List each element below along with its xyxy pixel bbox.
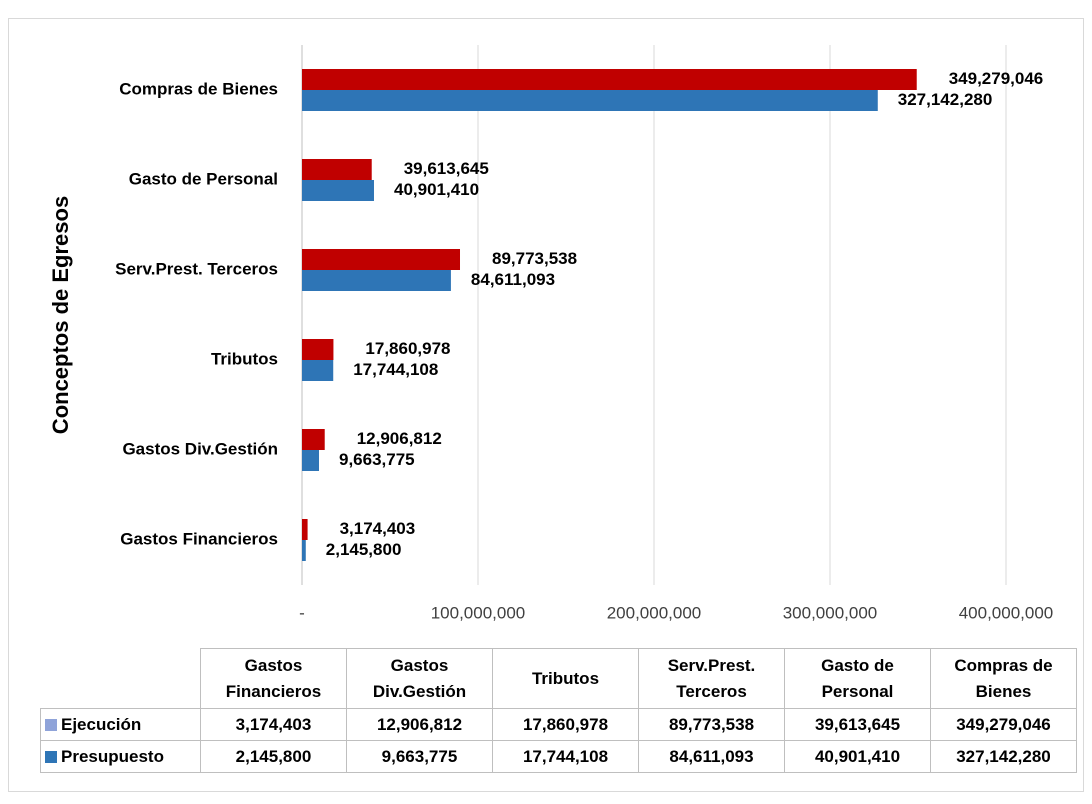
bar — [302, 270, 451, 291]
bar — [302, 339, 334, 360]
table-cell: 40,901,410 — [784, 740, 931, 773]
bar — [302, 429, 325, 450]
y-axis-label: Conceptos de Egresos — [48, 196, 73, 434]
bar — [302, 159, 372, 180]
table-cell: 2,145,800 — [200, 740, 347, 773]
table-cell: 327,142,280 — [930, 740, 1077, 773]
bar — [302, 249, 461, 270]
table-cell: 84,611,093 — [638, 740, 785, 773]
bar — [302, 360, 334, 381]
bar — [302, 519, 308, 540]
table-cell: 89,773,538 — [638, 708, 785, 741]
y-tick-label: Gasto de Personal — [129, 169, 278, 188]
table-row-head: Presupuesto — [40, 740, 201, 773]
data-label: 84,611,093 — [471, 270, 555, 289]
data-label: 349,279,046 — [949, 69, 1044, 88]
data-label: 17,860,978 — [365, 339, 450, 358]
legend-key — [45, 750, 57, 763]
data-label: 9,663,775 — [339, 450, 415, 469]
y-tick-label: Compras de Bienes — [119, 79, 278, 98]
table-cell: 9,663,775 — [346, 740, 493, 773]
table-header: Serv.Prest. Terceros — [638, 648, 785, 709]
table-cell: 349,279,046 — [930, 708, 1077, 741]
table-header: Tributos — [492, 648, 639, 709]
table-cell: 17,860,978 — [492, 708, 639, 741]
data-label: 12,906,812 — [357, 429, 442, 448]
bar — [302, 540, 306, 561]
y-tick-label: Tributos — [211, 349, 278, 368]
bar — [302, 450, 320, 471]
bar — [302, 180, 374, 201]
data-label: 327,142,280 — [898, 90, 993, 109]
x-tick-label: - — [299, 603, 305, 622]
table-cell: 39,613,645 — [784, 708, 931, 741]
table-cell: 17,744,108 — [492, 740, 639, 773]
table-header: Gasto de Personal — [784, 648, 931, 709]
y-tick-label: Gastos Financieros — [120, 529, 278, 548]
x-tick-label: 300,000,000 — [783, 603, 878, 622]
data-label: 2,145,800 — [326, 540, 402, 559]
x-tick-label: 400,000,000 — [959, 603, 1054, 622]
table-cell: 12,906,812 — [346, 708, 493, 741]
bar — [302, 90, 878, 111]
legend-label: Presupuesto — [61, 746, 164, 766]
y-tick-label: Serv.Prest. Terceros — [115, 259, 278, 278]
data-label: 40,901,410 — [394, 180, 479, 199]
y-tick-label: Gastos Div.Gestión — [122, 439, 278, 458]
x-tick-label: 200,000,000 — [607, 603, 702, 622]
legend-key — [45, 718, 57, 731]
bar — [302, 69, 917, 90]
table-row-head: Ejecución — [40, 708, 201, 741]
table-header: Gastos Div.Gestión — [346, 648, 493, 709]
data-label: 89,773,538 — [492, 249, 577, 268]
legend-label: Ejecución — [61, 714, 142, 734]
data-label: 3,174,403 — [340, 519, 416, 538]
table-header: Gastos Financieros — [200, 648, 347, 709]
data-label: 17,744,108 — [353, 360, 438, 379]
table-cell: 3,174,403 — [200, 708, 347, 741]
chart-border — [8, 18, 1084, 792]
x-tick-label: 100,000,000 — [431, 603, 526, 622]
data-label: 39,613,645 — [404, 159, 489, 178]
table-header: Compras de Bienes — [930, 648, 1077, 709]
